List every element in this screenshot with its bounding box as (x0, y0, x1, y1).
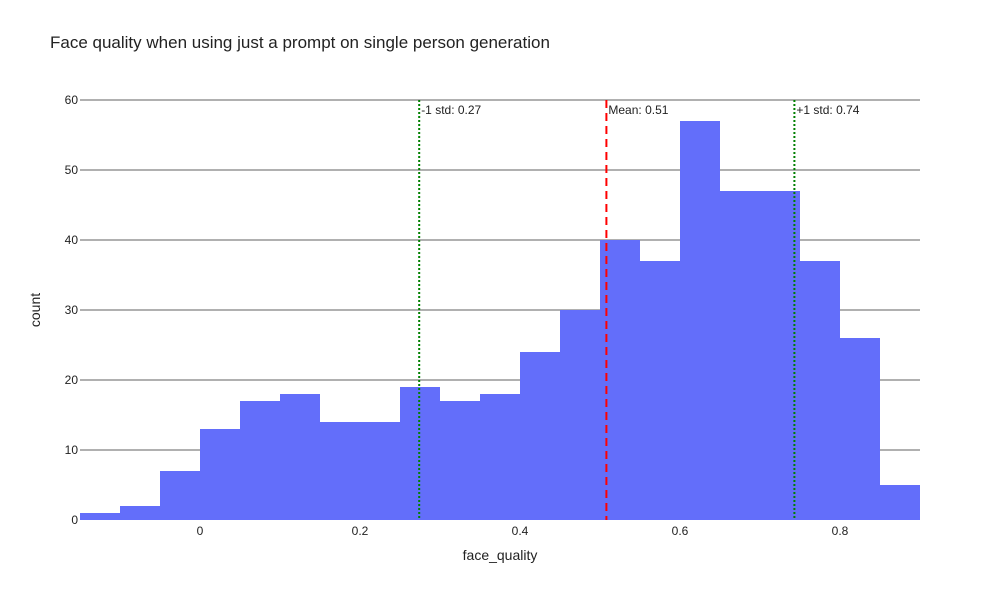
histogram-bar-17 (760, 191, 800, 520)
y-tick-label-40: 40 (65, 233, 79, 247)
histogram-bar-14 (640, 261, 680, 520)
minus-one-std-label: -1 std: 0.27 (421, 103, 481, 117)
x-tick-label-0: 0 (197, 524, 204, 538)
x-tick-label-0.2: 0.2 (352, 524, 369, 538)
histogram-bar-18 (800, 261, 840, 520)
histogram-bar-9 (440, 401, 480, 520)
y-axis-title: count (27, 293, 43, 327)
histogram-bar-3 (200, 429, 240, 520)
reference-line-layer: -1 std: 0.27 Mean: 0.51 +1 std: 0.74 (418, 100, 860, 520)
x-tick-label-0.8: 0.8 (832, 524, 849, 538)
histogram-bar-0 (80, 513, 120, 520)
chart-title: Face quality when using just a prompt on… (50, 33, 550, 52)
mean-label: Mean: 0.51 (608, 103, 668, 117)
y-tick-label-10: 10 (65, 443, 79, 457)
histogram-bar-1 (120, 506, 160, 520)
histogram-bar-12 (560, 310, 600, 520)
y-tick-label-60: 60 (65, 93, 79, 107)
y-tick-label-20: 20 (65, 373, 79, 387)
histogram-bar-15 (680, 121, 720, 520)
y-tick-label-0: 0 (71, 513, 78, 527)
y-tick-label-30: 30 (65, 303, 79, 317)
x-tick-label-0.6: 0.6 (672, 524, 689, 538)
plus-one-std-label: +1 std: 0.74 (796, 103, 859, 117)
histogram-bar-4 (240, 401, 280, 520)
tick-label-layer: 0 0.2 0.4 0.6 0.8 0 10 20 30 40 50 60 (65, 93, 849, 538)
histogram-bar-16 (720, 191, 760, 520)
histogram-bar-11 (520, 352, 560, 520)
histogram-bar-6 (320, 422, 360, 520)
x-tick-label-0.4: 0.4 (512, 524, 529, 538)
x-axis-title: face_quality (463, 547, 538, 563)
histogram-bar-19 (840, 338, 880, 520)
histogram-bar-7 (360, 422, 400, 520)
y-tick-label-50: 50 (65, 163, 79, 177)
bar-layer (80, 121, 920, 520)
histogram-bar-5 (280, 394, 320, 520)
histogram-bar-20 (880, 485, 920, 520)
histogram-bar-2 (160, 471, 200, 520)
histogram-bar-10 (480, 394, 520, 520)
